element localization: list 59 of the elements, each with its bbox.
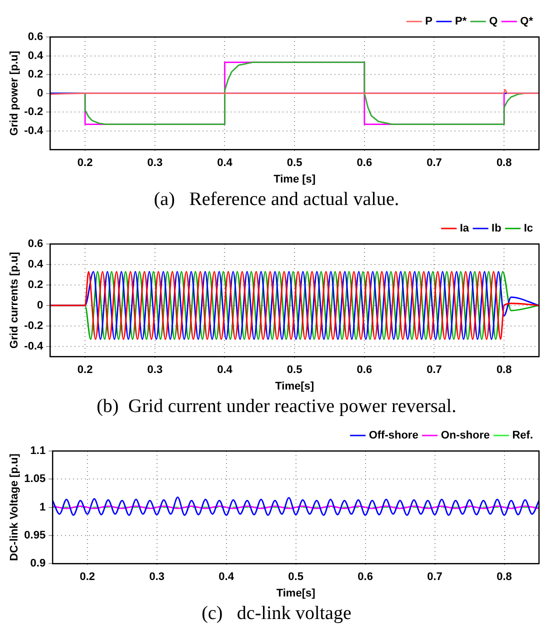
y-tick-label: 0 bbox=[37, 299, 44, 312]
text: (b) Grid current under reactive power reversal. bbox=[96, 395, 458, 419]
x-tick-label: 0.3 bbox=[147, 157, 163, 170]
line-series bbox=[50, 270, 539, 340]
legend-label: Off-shore bbox=[368, 430, 418, 442]
legend-label: Ia bbox=[460, 222, 470, 235]
x-tick-label: 0.3 bbox=[149, 571, 164, 584]
y-tick-label: -0.2 bbox=[24, 106, 44, 118]
y-axis-title: Grid currents [p.u] bbox=[8, 252, 21, 349]
x-tick-label: 0.4 bbox=[218, 571, 235, 584]
y-tick-label: 0.95 bbox=[24, 529, 46, 542]
y-tick-label: 0 bbox=[37, 87, 44, 100]
text: (c) dc-link voltage bbox=[200, 602, 352, 626]
text: (a) Reference and actual value. bbox=[152, 188, 400, 212]
legend-label: On-shore bbox=[440, 430, 490, 442]
x-tick-label: 0.5 bbox=[286, 157, 302, 170]
legend-label: P* bbox=[454, 16, 468, 28]
x-tick-label: 0.5 bbox=[286, 364, 302, 376]
y-tick-label: -0.2 bbox=[24, 320, 44, 332]
legend-label: Ib bbox=[492, 222, 502, 235]
y-tick-label: 1 bbox=[39, 501, 46, 514]
x-tick-label: 0.6 bbox=[356, 157, 372, 170]
x-tick-label: 0.4 bbox=[217, 157, 234, 170]
legend-label: Q* bbox=[520, 16, 534, 28]
x-axis-title: Time[s] bbox=[275, 380, 314, 392]
y-tick-label: 0.2 bbox=[28, 278, 44, 291]
y-tick-label: 1.05 bbox=[24, 473, 46, 486]
y-tick-label: 0.9 bbox=[30, 558, 46, 570]
x-tick-label: 0.6 bbox=[358, 571, 373, 584]
y-axis-title: DC-link Voltage [p.u] bbox=[8, 453, 21, 561]
x-tick-label: 0.2 bbox=[80, 571, 95, 584]
x-tick-label: 0.6 bbox=[356, 364, 372, 376]
line-series bbox=[52, 496, 539, 516]
y-tick-label: 0.4 bbox=[28, 258, 44, 271]
legend-label: Ref. bbox=[512, 430, 533, 442]
y-tick-label: 0.4 bbox=[28, 50, 44, 62]
x-tick-label: 0.2 bbox=[77, 364, 93, 376]
x-tick-label: 0.8 bbox=[496, 571, 512, 584]
y-tick-label: -0.4 bbox=[24, 124, 44, 137]
y-tick-label: -0.4 bbox=[24, 340, 44, 352]
x-tick-label: 0.8 bbox=[496, 364, 512, 376]
y-axis-title: Grid power [p.u] bbox=[8, 50, 21, 136]
y-tick-label: 0.6 bbox=[28, 31, 44, 44]
legend-label: P bbox=[425, 16, 432, 28]
x-tick-label: 0.5 bbox=[288, 571, 304, 584]
x-tick-label: 0.7 bbox=[426, 364, 442, 376]
y-tick-label: 0.2 bbox=[28, 68, 44, 81]
x-tick-label: 0.8 bbox=[496, 157, 512, 170]
x-tick-label: 0.7 bbox=[426, 157, 442, 170]
x-axis-title: Time [s] bbox=[274, 173, 316, 186]
x-tick-label: 0.7 bbox=[427, 571, 442, 584]
legend-label: Q bbox=[489, 16, 498, 28]
y-tick-label: 0.6 bbox=[28, 238, 44, 250]
x-tick-label: 0.3 bbox=[147, 364, 163, 376]
x-tick-label: 0.2 bbox=[77, 157, 93, 170]
x-axis-title: Time[s] bbox=[276, 587, 316, 600]
legend-label: Ic bbox=[524, 222, 534, 235]
y-tick-label: 1.1 bbox=[30, 445, 46, 458]
x-tick-label: 0.4 bbox=[217, 364, 234, 376]
